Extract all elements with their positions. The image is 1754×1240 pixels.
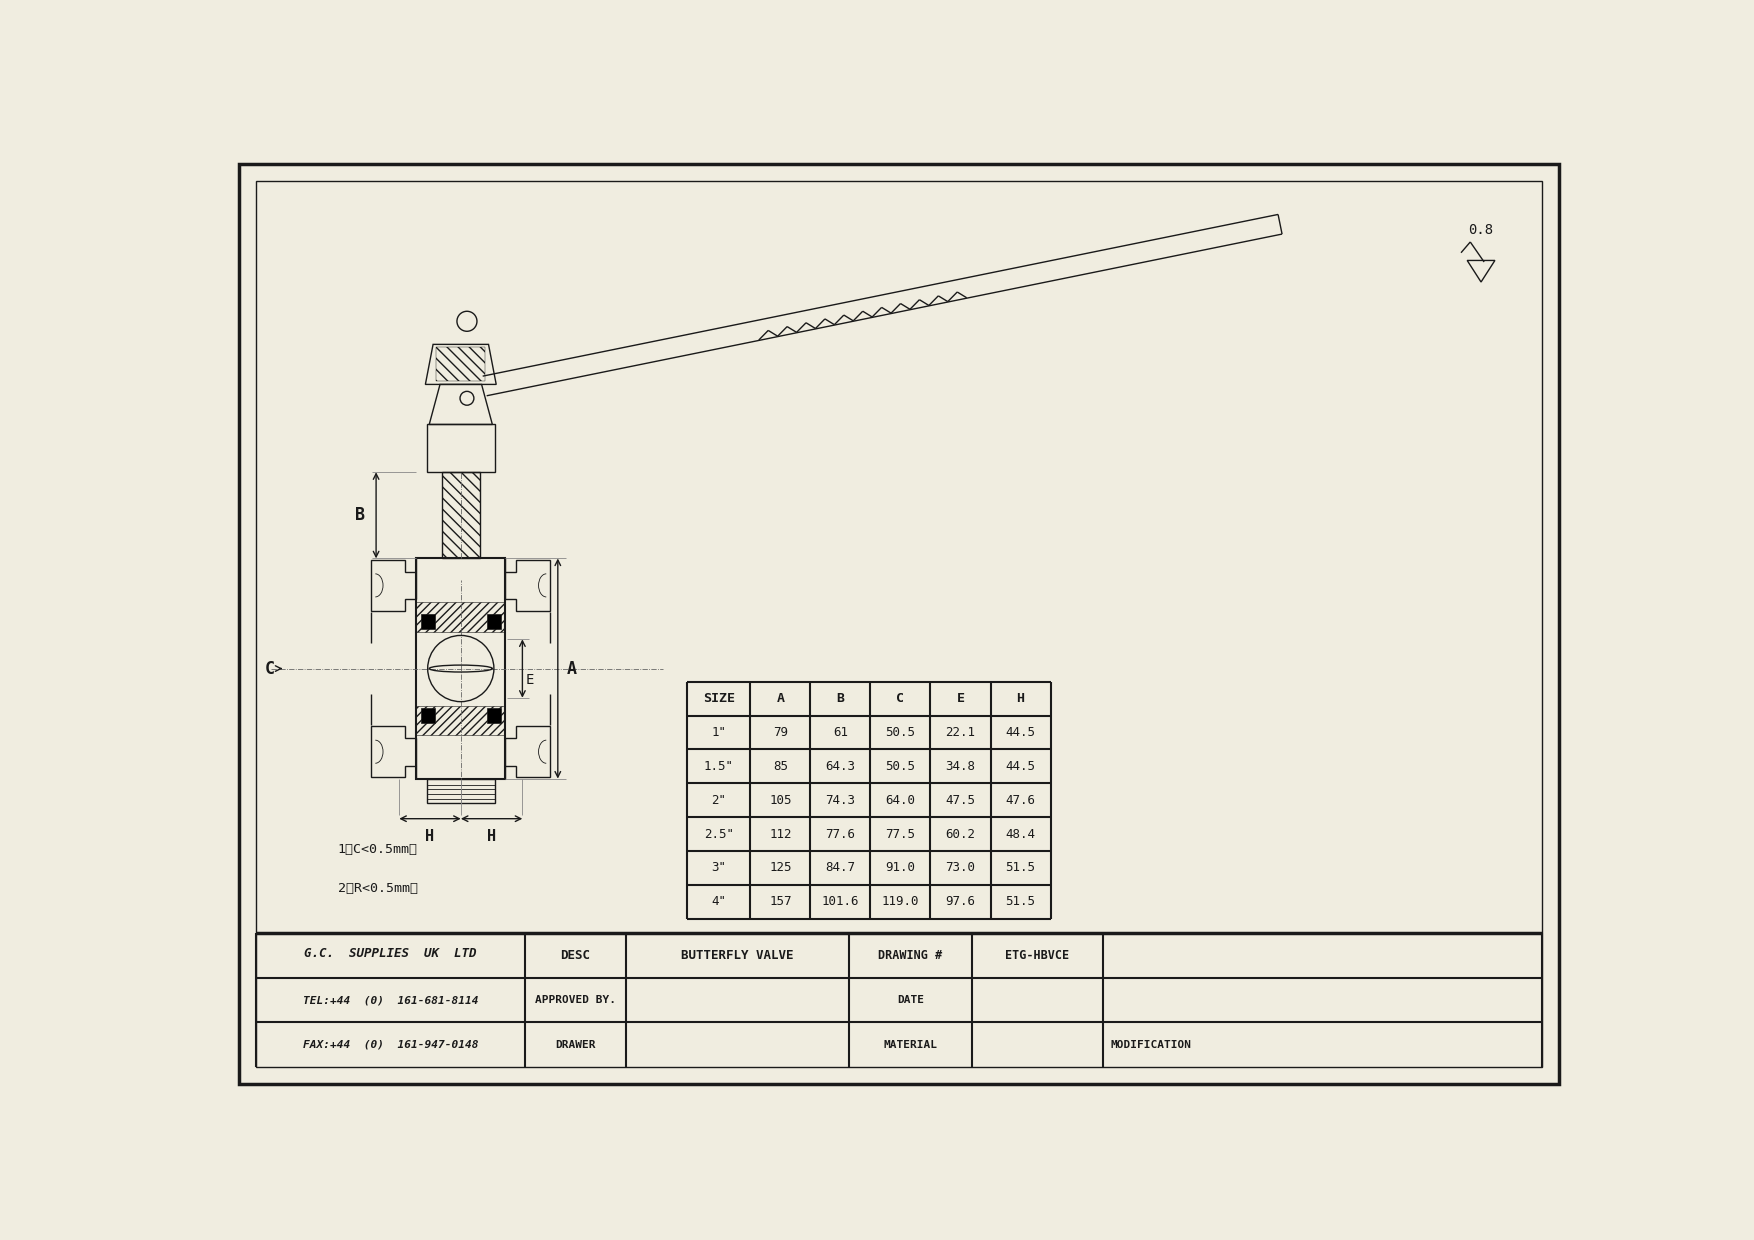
Text: 64.0: 64.0 (886, 794, 916, 807)
Text: A: A (777, 692, 784, 706)
Text: 73.0: 73.0 (945, 862, 975, 874)
Text: 84.7: 84.7 (826, 862, 856, 874)
Text: 119.0: 119.0 (882, 895, 919, 909)
Text: 44.5: 44.5 (1005, 725, 1035, 739)
Text: DRAWER: DRAWER (556, 1040, 596, 1050)
Text: G.C.  SUPPLIES  UK  LTD: G.C. SUPPLIES UK LTD (305, 947, 477, 960)
Text: E: E (956, 692, 965, 706)
Text: 61: 61 (833, 725, 847, 739)
Text: 77.6: 77.6 (826, 827, 856, 841)
Text: C: C (265, 660, 275, 677)
Text: C: C (896, 692, 905, 706)
Text: 50.5: 50.5 (886, 760, 916, 773)
Text: DATE: DATE (896, 994, 924, 1006)
Text: 79: 79 (774, 725, 788, 739)
Text: ETG-HBVCE: ETG-HBVCE (1005, 949, 1070, 961)
Bar (421, 614, 435, 629)
Text: 1.5": 1.5" (703, 760, 733, 773)
Text: 0.8: 0.8 (1468, 223, 1494, 237)
Text: 1、C<0.5mm。: 1、C<0.5mm。 (337, 843, 417, 856)
Text: 101.6: 101.6 (821, 895, 859, 909)
Text: 34.8: 34.8 (945, 760, 975, 773)
Bar (437, 347, 486, 382)
Text: SIZE: SIZE (703, 692, 735, 706)
Text: 2、R<0.5mm。: 2、R<0.5mm。 (337, 882, 417, 894)
Text: MATERIAL: MATERIAL (884, 1040, 937, 1050)
Text: 157: 157 (768, 895, 791, 909)
Text: 22.1: 22.1 (945, 725, 975, 739)
Text: 1": 1" (710, 725, 726, 739)
Bar (416, 706, 505, 735)
Bar (426, 424, 495, 472)
Text: 105: 105 (768, 794, 791, 807)
Text: 47.6: 47.6 (1005, 794, 1035, 807)
Text: B: B (837, 692, 844, 706)
Text: 51.5: 51.5 (1005, 862, 1035, 874)
Text: 91.0: 91.0 (886, 862, 916, 874)
Text: 64.3: 64.3 (826, 760, 856, 773)
Text: H: H (1017, 692, 1024, 706)
Text: 51.5: 51.5 (1005, 895, 1035, 909)
Text: TEL:+44  (0)  161-681-8114: TEL:+44 (0) 161-681-8114 (303, 994, 479, 1006)
Text: DESC: DESC (561, 949, 591, 961)
Text: 47.5: 47.5 (945, 794, 975, 807)
Bar (421, 708, 435, 723)
Text: APPROVED BY.: APPROVED BY. (535, 994, 616, 1006)
Text: 44.5: 44.5 (1005, 760, 1035, 773)
Bar (426, 779, 495, 804)
Bar (442, 472, 481, 558)
Text: H: H (426, 830, 435, 844)
Text: 97.6: 97.6 (945, 895, 975, 909)
Text: 3": 3" (710, 862, 726, 874)
Text: 50.5: 50.5 (886, 725, 916, 739)
Text: DRAWING #: DRAWING # (879, 949, 942, 961)
Text: FAX:+44  (0)  161-947-0148: FAX:+44 (0) 161-947-0148 (303, 1040, 479, 1050)
Text: 2": 2" (710, 794, 726, 807)
Text: 74.3: 74.3 (826, 794, 856, 807)
Text: 125: 125 (768, 862, 791, 874)
Bar (488, 708, 502, 723)
Text: 4": 4" (710, 895, 726, 909)
Text: 48.4: 48.4 (1005, 827, 1035, 841)
Text: E: E (526, 673, 533, 687)
Text: 2.5": 2.5" (703, 827, 733, 841)
Bar (416, 558, 505, 779)
Bar (488, 614, 502, 629)
Text: 77.5: 77.5 (886, 827, 916, 841)
Text: B: B (356, 506, 365, 525)
Text: BUTTERFLY VALVE: BUTTERFLY VALVE (681, 949, 793, 961)
Bar (416, 603, 505, 631)
Text: MODIFICATION: MODIFICATION (1110, 1040, 1191, 1050)
Text: 85: 85 (774, 760, 788, 773)
Text: 60.2: 60.2 (945, 827, 975, 841)
Text: H: H (488, 830, 496, 844)
Text: 112: 112 (768, 827, 791, 841)
Text: A: A (567, 660, 577, 677)
